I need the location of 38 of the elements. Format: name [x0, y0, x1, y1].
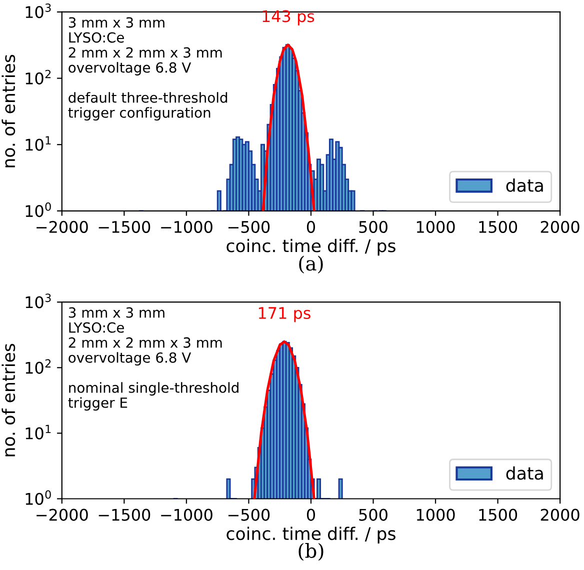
y-tick-label: 10$^{2}$ — [26, 70, 51, 84]
text: (b) — [298, 542, 324, 561]
x-tick-label: 2000 — [540, 508, 580, 521]
annotation: 3 mm x 3 mm LYSO:Ce 2 mm x 2 mm x 3 mm overvoltage 6.8 V default three-threshold trigger configuration — [68, 17, 228, 121]
x-tick-label: −500 — [228, 508, 270, 521]
x-tick-label: −2000 — [36, 220, 88, 233]
x-tick-label: 0 — [306, 508, 315, 521]
annotation: 171 ps — [258, 307, 310, 322]
y-tick-label: 10$^{0}$ — [26, 202, 51, 218]
y-tick-label: 10$^{3}$ — [26, 294, 51, 308]
x-tick-label: 500 — [359, 220, 388, 233]
x-tick-label: 0 — [306, 220, 315, 233]
x-tick-label: 1000 — [416, 220, 455, 233]
x-tick-label: 1000 — [416, 508, 455, 521]
y-tick-label: 10$^{1}$ — [26, 136, 51, 151]
x-tick-label: 1500 — [479, 508, 518, 521]
y-tick-label: 10$^{2}$ — [26, 359, 51, 374]
x-tick-label: −1500 — [98, 508, 150, 521]
x-tick-label: 1500 — [479, 220, 518, 233]
x-tick-label: 2000 — [540, 220, 580, 233]
x-tick-label: −1000 — [161, 220, 212, 233]
y-tick-label: 10$^{0}$ — [26, 490, 51, 505]
x-tick-label: −500 — [228, 220, 270, 233]
legend-label: data — [506, 178, 543, 192]
y-tick-label: 10$^{3}$ — [26, 4, 51, 18]
text: (a) — [299, 256, 323, 274]
x-axis-title: coinc. time diff. / ps — [226, 526, 396, 544]
x-axis-title: coinc. time diff. / ps — [226, 238, 396, 256]
x-tick-label: −2000 — [36, 508, 88, 521]
y-axis-title: no. of entries — [2, 54, 16, 168]
annotation: 143 ps — [262, 10, 314, 26]
y-tick-label: 10$^{1}$ — [26, 424, 51, 440]
x-tick-label: −1000 — [161, 508, 212, 521]
y-axis-title: no. of entries — [2, 344, 16, 456]
legend-label: data — [506, 466, 543, 480]
x-tick-label: 500 — [359, 508, 388, 521]
x-tick-label: −1500 — [98, 220, 150, 233]
annotation: 3 mm x 3 mm LYSO:Ce 2 mm x 2 mm x 3 mm overvoltage 6.8 V nominal single-threshold trigger E — [68, 307, 238, 411]
